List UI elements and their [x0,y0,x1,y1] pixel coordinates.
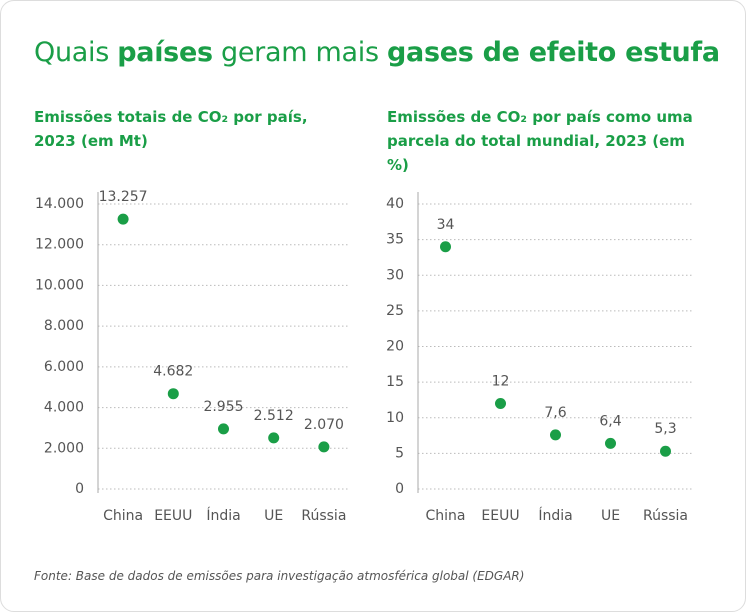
y-tick-label: 40 [386,196,404,212]
x-tick-label: UE [601,508,620,524]
point [167,388,179,400]
x-tick-label: China [103,508,143,524]
point [268,432,280,444]
title-part: Quais [34,37,118,68]
value-label: 5,3 [654,421,676,437]
value-label: 4.682 [153,364,193,380]
x-tick-label: Índia [538,507,572,524]
source: Fonte: Base de dados de emissões para in… [34,569,525,583]
title-part: geram mais [212,37,387,68]
x-tick-label: China [426,508,466,524]
value-label: 34 [437,217,455,233]
y-tick-label: 2.000 [44,440,84,456]
point [440,241,451,253]
title-part: países [117,37,213,68]
value-label: 2.070 [304,417,344,433]
y-tick-label: 20 [386,339,404,355]
y-tick-label: 0 [75,481,84,497]
y-tick-label: 10 [386,410,404,426]
value-label: 2.512 [254,408,294,424]
x-tick-label: Índia [206,507,240,524]
point [318,441,330,453]
y-tick-label: 15 [386,374,404,390]
y-tick-label: 14.000 [35,196,84,212]
title-part: gases de efeito estufa [387,37,720,68]
y-tick-label: 6.000 [44,359,84,375]
y-tick-label: 12.000 [35,237,84,253]
point [660,445,671,457]
y-tick-label: 5 [395,445,404,461]
x-tick-label: EEUU [481,508,519,524]
x-tick-label: Rússia [301,508,346,524]
x-tick-label: UE [264,508,283,524]
point [218,423,229,435]
value-label: 2.955 [203,399,243,415]
value-label: 6,4 [599,413,621,429]
x-tick-label: EEUU [154,508,192,524]
value-label: 13.257 [99,189,148,205]
title: Quais países geram mais gases de efeito … [34,37,720,68]
y-tick-label: 30 [386,267,404,283]
value-label: 7,6 [544,405,566,421]
point [605,437,616,449]
chart-subtitle: Emissões totais de CO₂ por país, 2023 (e… [34,108,308,150]
y-tick-label: 0 [395,481,404,497]
y-tick-label: 10.000 [35,277,84,293]
x-tick-label: Rússia [643,508,688,524]
point [117,213,129,225]
y-tick-label: 35 [386,232,404,248]
y-tick-label: 4.000 [44,400,84,416]
chart-subtitle: Emissões de CO₂ por país como uma parcel… [387,108,693,174]
value-label: 12 [492,374,510,390]
y-tick-label: 25 [386,303,404,319]
point [550,429,561,441]
y-tick-label: 8.000 [44,318,84,334]
point [495,398,506,409]
